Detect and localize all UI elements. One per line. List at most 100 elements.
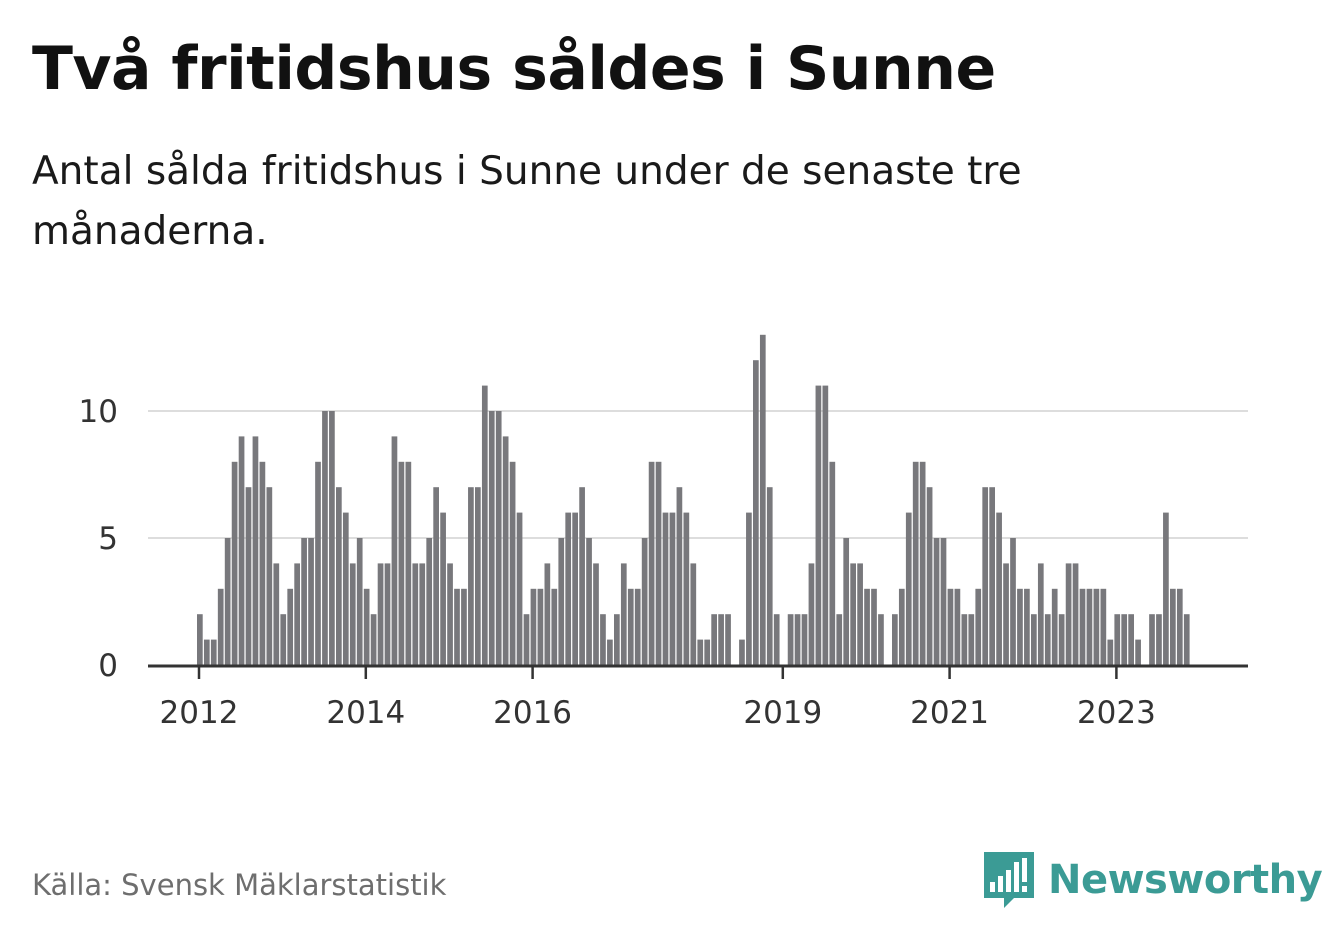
bar xyxy=(197,614,203,665)
bar xyxy=(982,487,989,665)
bar xyxy=(843,538,850,665)
y-tick-label: 0 xyxy=(98,648,118,684)
bar xyxy=(502,436,509,665)
bar xyxy=(808,563,815,665)
bar xyxy=(523,614,530,665)
bar xyxy=(301,538,307,665)
bar xyxy=(1100,588,1107,665)
bar xyxy=(892,614,898,665)
bar xyxy=(697,639,704,665)
bar xyxy=(224,538,231,665)
chart-title: Två fritidshus såldes i Sunne xyxy=(32,34,996,104)
bar xyxy=(454,588,460,665)
bar xyxy=(947,588,954,665)
bar xyxy=(516,512,523,665)
bar xyxy=(1072,563,1079,665)
bar xyxy=(558,538,565,665)
bar xyxy=(426,538,433,665)
bar xyxy=(565,512,572,665)
bar xyxy=(1107,639,1114,665)
bar xyxy=(878,614,884,665)
bar xyxy=(989,487,995,665)
bar xyxy=(1128,614,1134,665)
bar xyxy=(273,563,280,665)
bar xyxy=(266,487,273,665)
brand-logo: Newsworthy xyxy=(980,850,1322,910)
bar xyxy=(1093,588,1100,665)
bar xyxy=(975,588,982,665)
bar xyxy=(725,614,731,665)
bar xyxy=(377,563,384,665)
bar xyxy=(572,512,578,665)
bar xyxy=(217,588,224,665)
x-tick-label: 2023 xyxy=(1077,695,1156,731)
bar xyxy=(315,461,321,665)
y-tick-label: 10 xyxy=(79,394,118,430)
bar xyxy=(280,614,287,665)
bar xyxy=(1183,614,1190,665)
bar xyxy=(898,588,905,665)
bar xyxy=(607,639,613,665)
bar xyxy=(579,487,585,665)
bar xyxy=(912,461,919,665)
bar xyxy=(996,512,1002,665)
bar xyxy=(1051,588,1058,665)
bar xyxy=(1135,639,1141,665)
bar xyxy=(718,614,724,665)
x-tick-label: 2019 xyxy=(743,695,822,731)
bar xyxy=(356,538,363,665)
bar xyxy=(766,487,773,665)
bar xyxy=(836,614,843,665)
bar xyxy=(690,563,697,665)
bar xyxy=(495,411,502,665)
bar xyxy=(1037,563,1044,665)
bar xyxy=(641,538,648,665)
bar xyxy=(252,436,259,665)
bar xyxy=(447,563,453,665)
bar xyxy=(440,512,446,665)
bar xyxy=(1163,512,1169,665)
bar xyxy=(342,512,349,665)
bar xyxy=(1156,614,1162,665)
x-tick-label: 2016 xyxy=(493,695,572,731)
bar xyxy=(746,512,752,665)
bar xyxy=(1003,563,1009,665)
bar xyxy=(363,588,370,665)
bar xyxy=(1065,563,1072,665)
bar xyxy=(1121,614,1128,665)
bar xyxy=(391,436,398,665)
bar xyxy=(926,487,933,665)
bar xyxy=(1024,588,1030,665)
bar xyxy=(933,538,940,665)
bar xyxy=(530,588,537,665)
bar xyxy=(829,461,836,665)
bar xyxy=(1176,588,1183,665)
x-tick-label: 2021 xyxy=(910,695,989,731)
bar xyxy=(857,563,863,665)
bar xyxy=(593,563,599,665)
bar xyxy=(259,461,266,665)
bar xyxy=(961,614,968,665)
bar xyxy=(1031,614,1037,665)
bar xyxy=(794,614,801,665)
x-tick-label: 2012 xyxy=(160,695,239,731)
bar xyxy=(1010,538,1016,665)
bar xyxy=(475,487,481,665)
bar xyxy=(586,538,592,665)
bar xyxy=(433,487,439,665)
chart-subtitle: Antal sålda fritidshus i Sunne under de … xyxy=(32,149,1022,254)
bar xyxy=(1058,614,1065,665)
bar xyxy=(704,639,711,665)
bar xyxy=(600,614,606,665)
bar xyxy=(322,411,328,665)
bar xyxy=(1170,588,1176,665)
bar xyxy=(683,512,690,665)
bar xyxy=(801,614,808,665)
bar xyxy=(711,614,717,665)
x-tick-label: 2014 xyxy=(326,695,405,731)
bar xyxy=(509,461,516,665)
bar xyxy=(329,411,335,665)
bar xyxy=(968,614,975,665)
bar xyxy=(1044,614,1051,665)
bar xyxy=(1079,588,1086,665)
